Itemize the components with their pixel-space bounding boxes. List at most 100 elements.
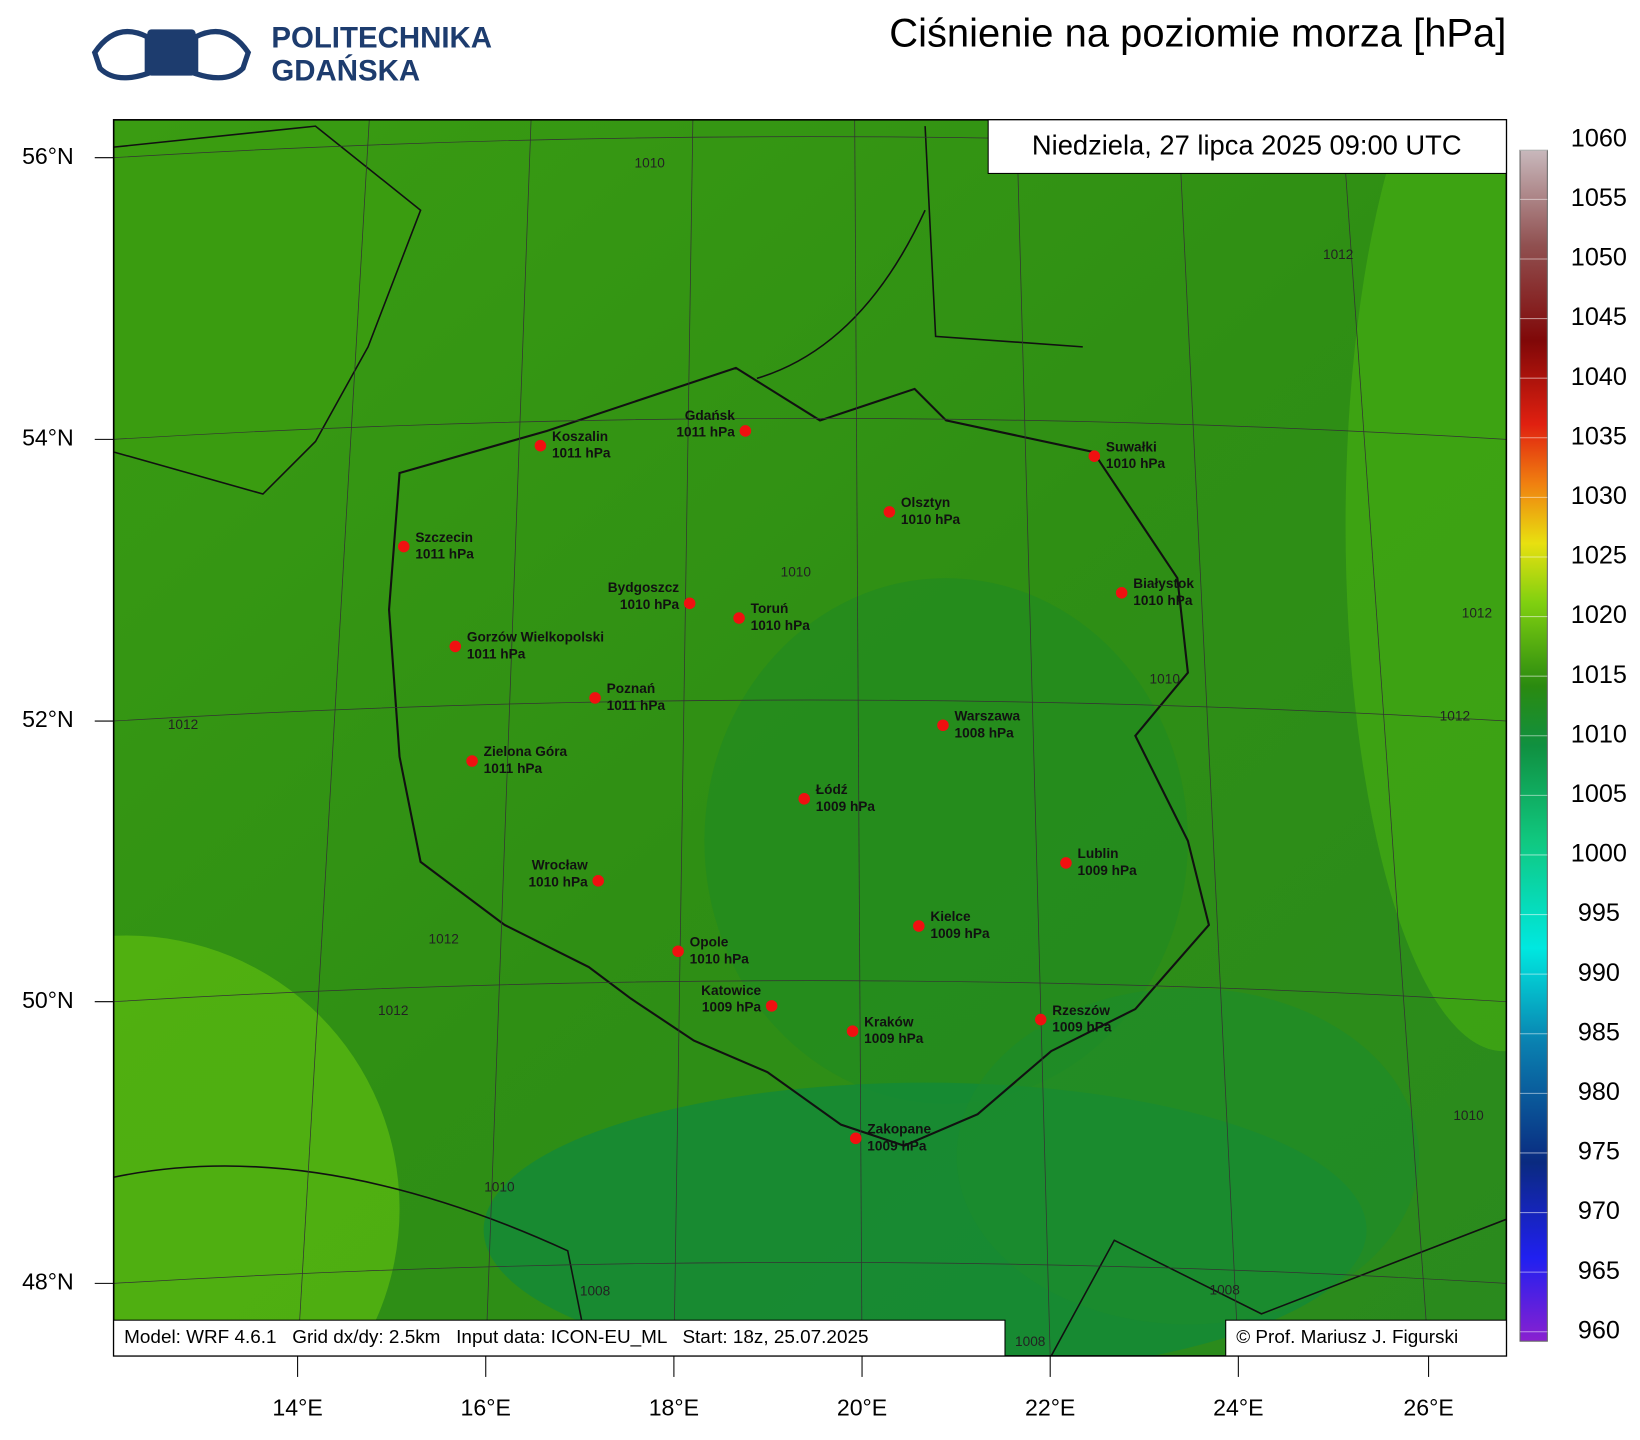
- city-pressure: 1011 hPa: [607, 698, 666, 713]
- lat-label: 50°N: [22, 987, 74, 1013]
- meridian: [673, 119, 694, 1356]
- city-dot: [1088, 450, 1101, 462]
- contour-label: 1010: [484, 1179, 515, 1194]
- colorbar-label: 995: [1578, 899, 1620, 927]
- colorbar-label: 980: [1578, 1078, 1620, 1106]
- city-dot: [466, 755, 478, 767]
- colorbar-label: 1045: [1571, 303, 1627, 331]
- city-name: Rzeszów: [1052, 1003, 1110, 1018]
- city-pressure: 1010 hPa: [751, 618, 811, 633]
- city-name: Toruń: [751, 601, 789, 616]
- city-pressure: 1011 hPa: [676, 425, 735, 440]
- city-pressure: 1009 hPa: [1052, 1020, 1112, 1035]
- meridian: [1016, 119, 1051, 1356]
- city-name: Suwałki: [1106, 439, 1157, 454]
- city-pressure: 1011 hPa: [415, 547, 474, 562]
- city-name: Bydgoszcz: [608, 580, 680, 595]
- colorbar-label: 1025: [1571, 542, 1627, 570]
- city-pressure: 1010 hPa: [1106, 456, 1166, 471]
- meridian: [1177, 119, 1239, 1356]
- parallel: [113, 417, 1507, 440]
- contour-label: 1012: [168, 717, 198, 732]
- date: Niedziela, 27 lipca 2025 09:00 UTC: [1032, 129, 1462, 160]
- colorbar-label: 1040: [1571, 363, 1627, 391]
- colorbar-label: 1050: [1571, 244, 1627, 272]
- city-dot: [846, 1025, 859, 1037]
- city-pressure: 1008 hPa: [955, 725, 1015, 740]
- lat-label: 56°N: [22, 143, 74, 169]
- contour-label: 1008: [1209, 1282, 1239, 1297]
- city-dot: [733, 612, 745, 624]
- city-name: Wrocław: [532, 858, 588, 873]
- city-dot: [683, 597, 696, 610]
- city-pressure: 1011 hPa: [552, 446, 611, 461]
- city-dot: [1060, 857, 1072, 869]
- lon-label: 16°E: [461, 1395, 511, 1421]
- city-name: Zielona Góra: [484, 744, 568, 759]
- city-name: Łódź: [816, 782, 848, 797]
- city-name: Kielce: [930, 909, 971, 924]
- logo: POLITECHNIKA GDAŃSKA: [91, 22, 492, 87]
- meridian: [297, 119, 370, 1356]
- city-dot: [1115, 587, 1128, 599]
- city-dot: [672, 945, 684, 958]
- city-dot: [883, 506, 896, 518]
- lon-label: 18°E: [649, 1395, 699, 1421]
- parallel: [113, 980, 1507, 1003]
- logo-line: GDAŃSKA: [271, 53, 420, 87]
- city-name: Olsztyn: [901, 495, 950, 510]
- contour-label: 1010: [635, 156, 666, 171]
- footer-author: © Prof. Mariusz J. Figurski: [1236, 1327, 1458, 1348]
- parallel: [113, 1261, 1507, 1284]
- city-dot: [913, 920, 925, 932]
- city-pressure: 1009 hPa: [702, 1000, 762, 1015]
- colorbar-label: 1060: [1571, 124, 1627, 152]
- city-name: Katowice: [701, 983, 761, 998]
- city-dot: [849, 1132, 862, 1145]
- city-name: Opole: [690, 934, 729, 949]
- city-pressure: 1010 hPa: [528, 875, 588, 890]
- colorbar-label: 990: [1578, 959, 1620, 987]
- city-dot: [765, 1000, 778, 1012]
- city-name: Szczecin: [415, 530, 473, 545]
- contour-label: 1008: [1015, 1334, 1045, 1349]
- colorbar-label: 1035: [1571, 422, 1627, 450]
- contour-label: 1012: [1323, 247, 1353, 262]
- colorbar-label: 1005: [1571, 780, 1627, 808]
- city-pressure: 1010 hPa: [690, 951, 750, 966]
- city-dot: [397, 540, 410, 553]
- city-dot: [449, 640, 462, 653]
- city-dot: [1034, 1013, 1047, 1026]
- colorbar-label: 975: [1578, 1138, 1620, 1166]
- city-dot: [589, 692, 601, 704]
- meridian: [485, 119, 532, 1356]
- city-name: Kraków: [864, 1014, 914, 1029]
- city-pressure: 1011 hPa: [467, 646, 526, 661]
- city-name: Warszawa: [955, 708, 1021, 723]
- footer-box: [1225, 1319, 1507, 1357]
- city-pressure: 1010 hPa: [901, 512, 961, 527]
- contour-label: 1012: [378, 1003, 408, 1018]
- contour-label: 1012: [1462, 605, 1492, 620]
- lon-label: 26°E: [1403, 1395, 1453, 1421]
- city-dot: [739, 425, 752, 437]
- city-name: Gdańsk: [685, 408, 735, 423]
- contour-label: 1012: [429, 931, 459, 946]
- footer-model: Model: WRF 4.6.1 Grid dx/dy: 2.5km Input…: [124, 1327, 868, 1348]
- city-dot: [798, 793, 811, 805]
- contour-label: 1010: [781, 564, 812, 579]
- lat-label: 52°N: [22, 706, 74, 732]
- contour-label: 1012: [1440, 708, 1470, 723]
- colorbar-label: 1030: [1571, 482, 1627, 510]
- city-name: Poznań: [607, 681, 656, 696]
- contour-label: 1010: [1453, 1108, 1484, 1123]
- city-name: Zakopane: [867, 1122, 931, 1137]
- contour-label: 1010: [1150, 672, 1181, 687]
- city-pressure: 1009 hPa: [867, 1138, 927, 1153]
- city-dot: [534, 439, 547, 452]
- city-pressure: 1010 hPa: [1133, 593, 1193, 608]
- colorbar: [1519, 149, 1548, 1342]
- city-dot: [937, 719, 949, 732]
